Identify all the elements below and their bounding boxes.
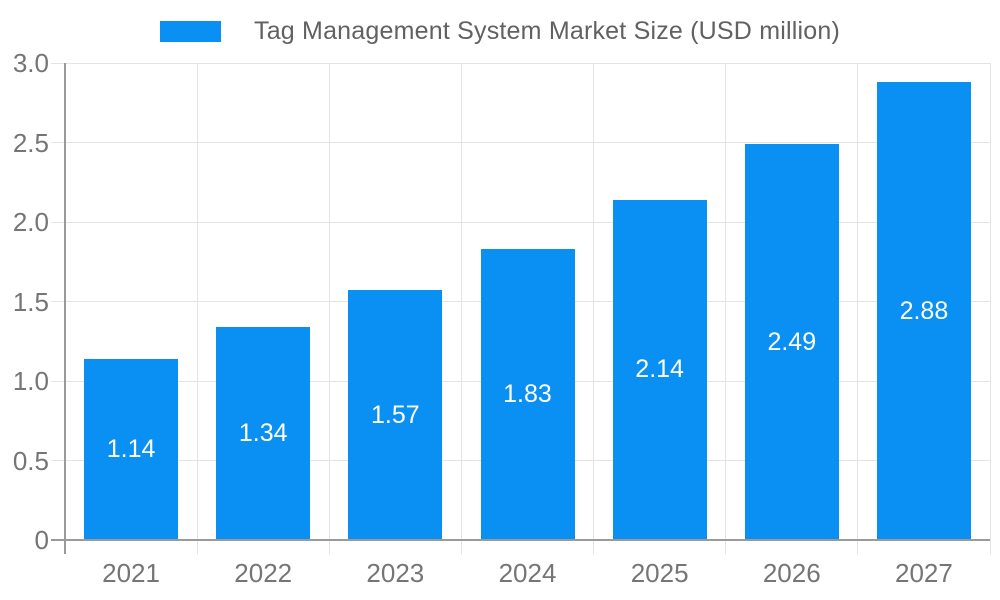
y-tick-label: 1.5	[12, 286, 49, 317]
bar[interactable]: 1.57	[348, 290, 443, 540]
y-axis-line	[64, 63, 66, 554]
legend-label: Tag Management System Market Size (USD m…	[254, 17, 840, 45]
bar[interactable]: 2.88	[876, 82, 971, 540]
x-tick-label: 2024	[498, 558, 557, 588]
bar-value-label: 2.14	[635, 355, 684, 384]
y-tick-label: 0	[34, 525, 49, 555]
gridline-horizontal	[51, 62, 990, 64]
bar-value-label: 2.88	[899, 296, 949, 325]
x-tick-label: 2027	[894, 558, 953, 588]
legend-item[interactable]: Tag Management System Market Size (USD m…	[0, 17, 1000, 46]
gridline-horizontal	[51, 142, 990, 143]
x-axis-line	[51, 539, 990, 541]
x-tick-label: 2022	[234, 558, 293, 588]
y-tick-label: 2.5	[12, 127, 49, 158]
gridline-vertical	[857, 63, 859, 554]
gridline-vertical	[725, 63, 727, 554]
x-tick-label: 2021	[102, 558, 160, 588]
y-tick-label: 3.0	[12, 48, 49, 78]
y-tick-label: 2.0	[12, 207, 49, 237]
bar[interactable]: 2.14	[612, 199, 707, 540]
bar[interactable]: 1.34	[216, 326, 311, 540]
y-tick-label: 1.0	[12, 366, 49, 396]
bar-value-label: 1.14	[106, 434, 156, 463]
bar[interactable]: 1.83	[480, 249, 575, 540]
x-tick-label: 2026	[762, 558, 821, 588]
gridline-vertical	[196, 63, 198, 554]
bar-value-label: 1.83	[503, 380, 552, 408]
gridline-vertical	[989, 63, 991, 554]
gridline-vertical	[460, 63, 462, 554]
bar-value-label: 1.57	[371, 400, 420, 429]
bar[interactable]: 1.14	[84, 358, 179, 540]
gridline-vertical	[593, 63, 595, 554]
bar-value-label: 2.49	[767, 327, 817, 356]
gridline-vertical	[328, 63, 330, 554]
x-tick-label: 2025	[630, 558, 689, 588]
x-tick-label: 2023	[366, 558, 425, 588]
bar-value-label: 1.34	[238, 418, 288, 447]
legend-swatch-icon	[160, 21, 221, 42]
gridline-horizontal	[51, 221, 990, 223]
y-tick-label: 0.5	[12, 445, 49, 476]
bar[interactable]: 2.49	[744, 144, 839, 540]
